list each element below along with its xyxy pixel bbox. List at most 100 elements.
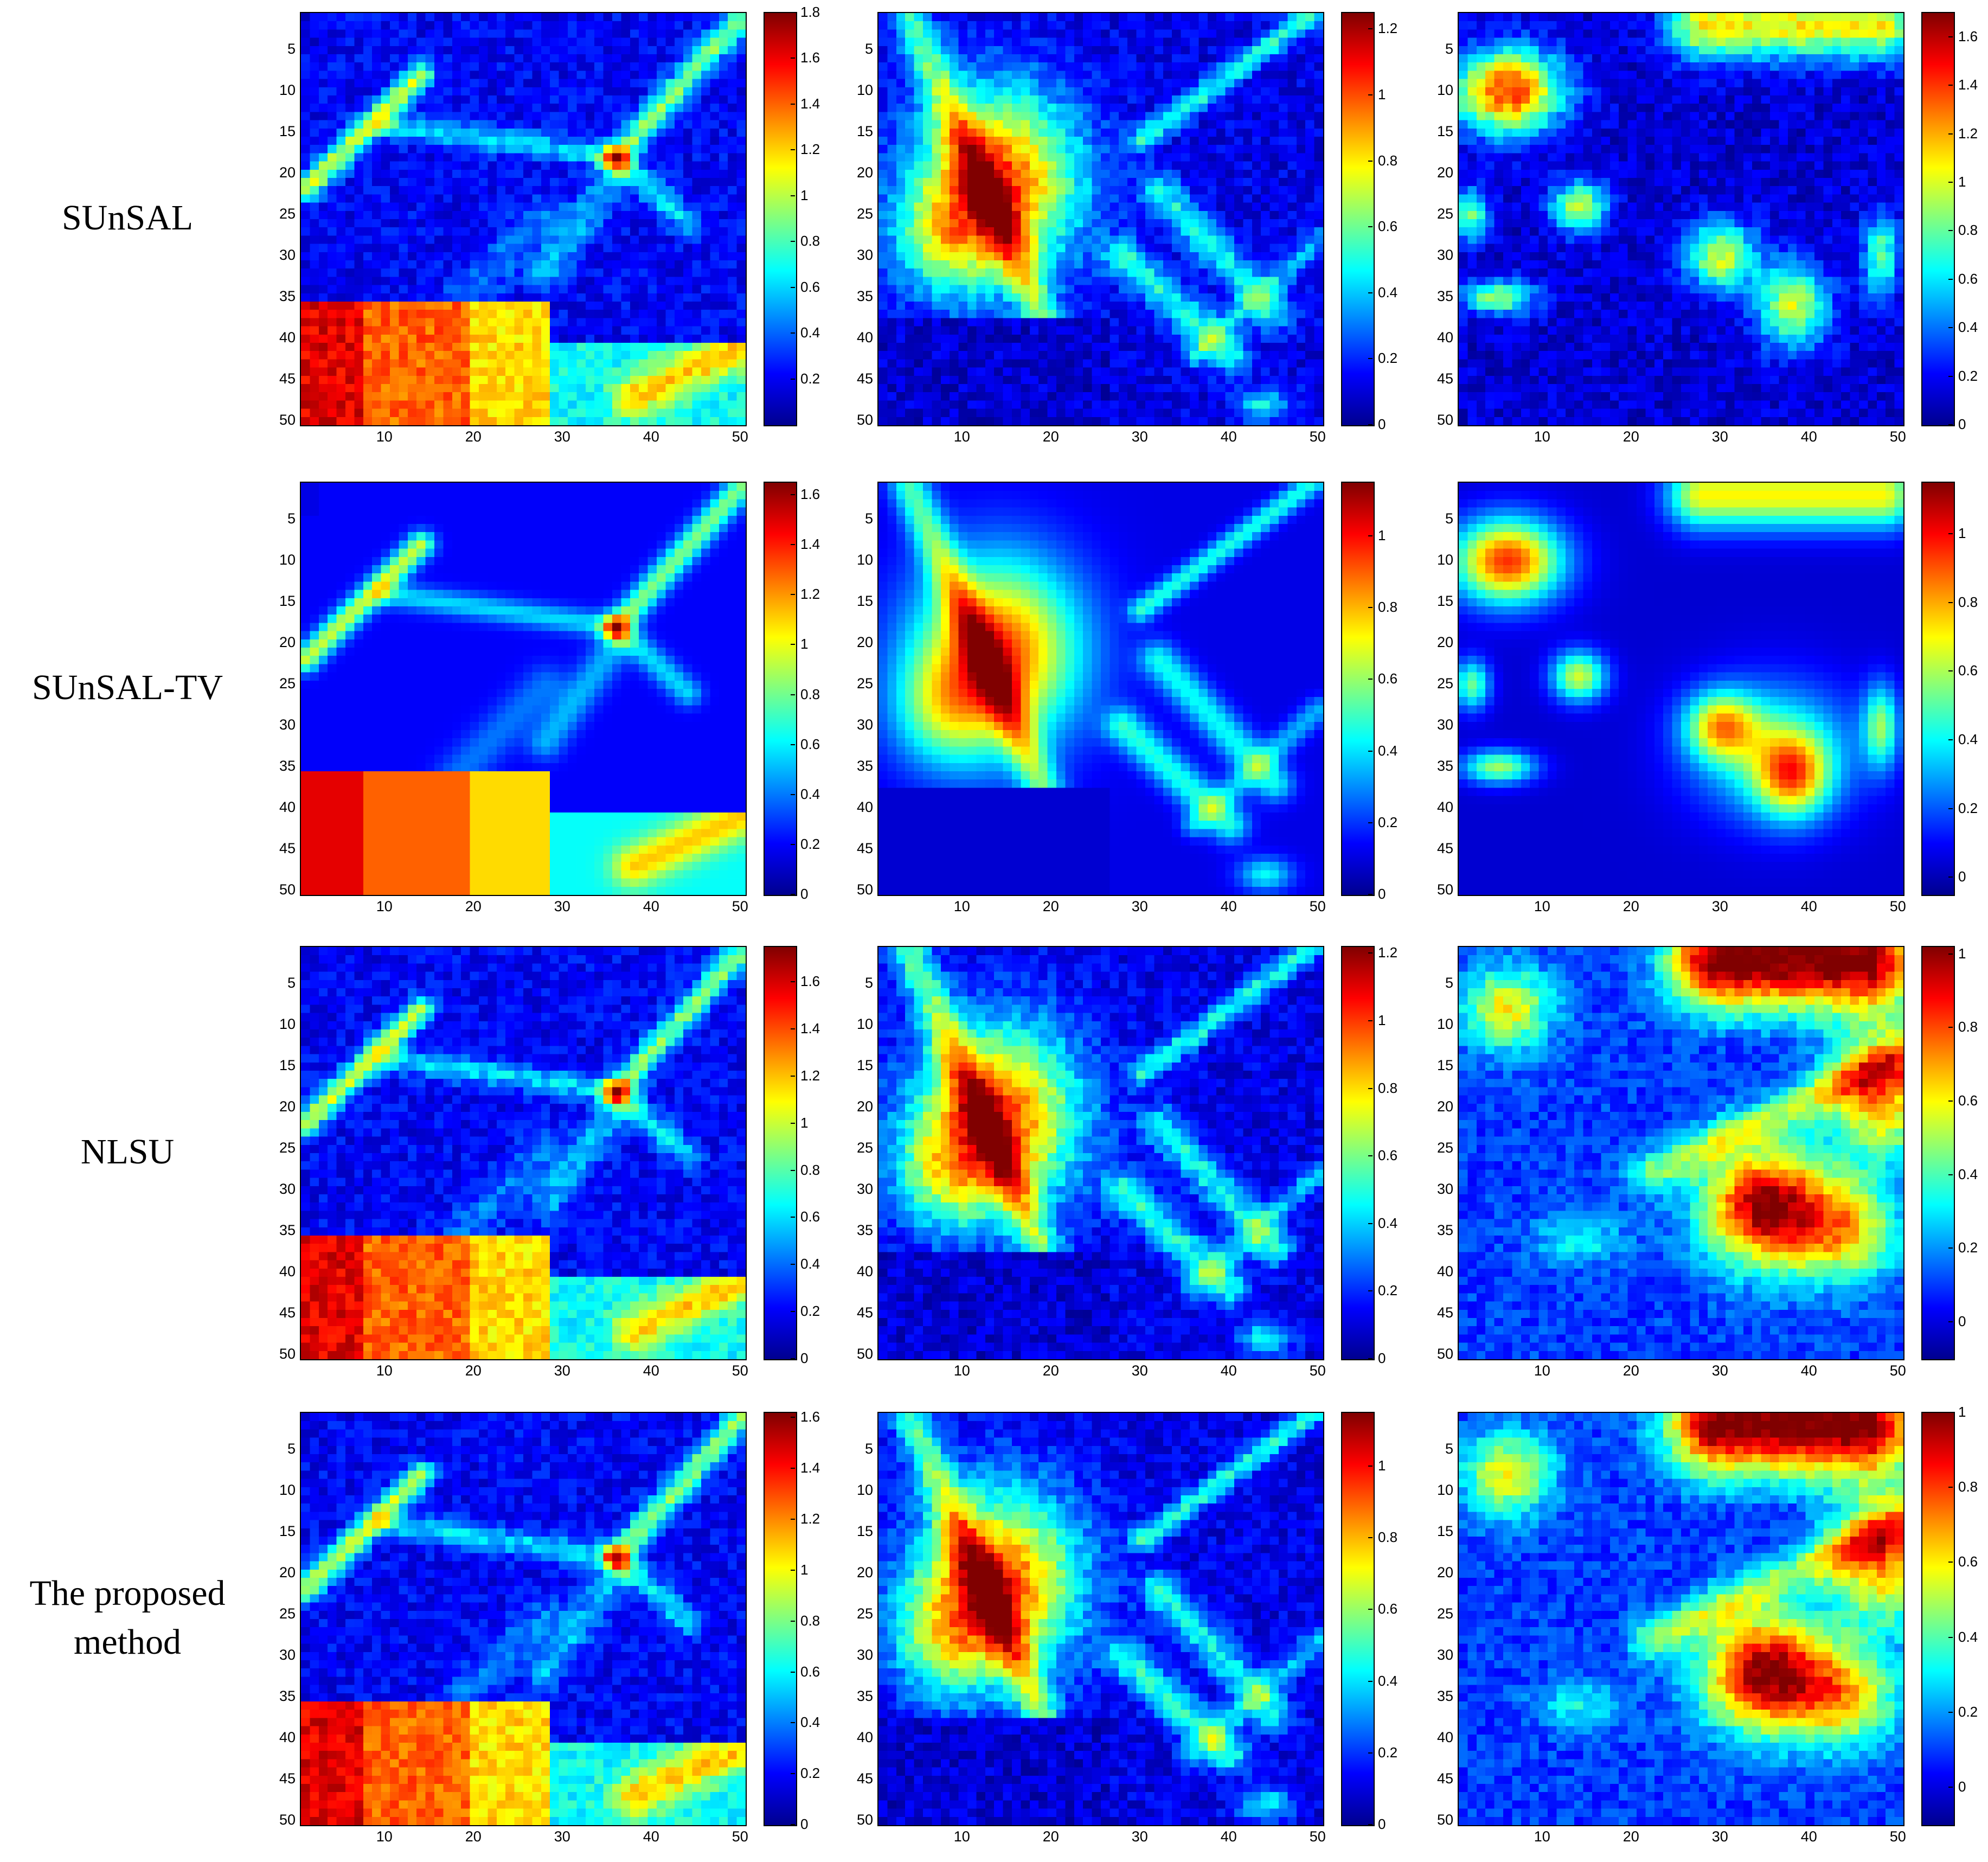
colorbar-tick-mark xyxy=(791,1358,795,1359)
y-tick-label: 5 xyxy=(1445,1441,1453,1457)
y-tick-label: 35 xyxy=(856,1688,873,1705)
y-tick-label: 35 xyxy=(856,1222,873,1239)
x-tick-label: 40 xyxy=(1800,1362,1817,1379)
colorbar-tick-mark xyxy=(1948,533,1953,534)
colorbar-tick-label: 0.6 xyxy=(1378,1601,1398,1617)
y-tick-label: 40 xyxy=(856,1263,873,1280)
y-tick-label: 35 xyxy=(1437,288,1453,305)
colorbar-tick-label: 0 xyxy=(1378,416,1386,432)
colorbar-tick-mark xyxy=(1368,822,1373,823)
x-tick-label: 40 xyxy=(1220,428,1237,445)
x-tick-label: 20 xyxy=(1623,1828,1639,1845)
heatmap-cells xyxy=(1459,947,1903,1359)
colorbar-tick-label: 0.2 xyxy=(1958,799,1978,816)
y-tick-label: 5 xyxy=(1445,41,1453,57)
y-tick-label: 50 xyxy=(279,881,296,898)
y-tick-label: 15 xyxy=(856,123,873,140)
colorbar-tick-label: 0.4 xyxy=(1958,731,1978,747)
x-tick-label: 40 xyxy=(643,1362,659,1379)
colorbar-tick-label: 1 xyxy=(1378,86,1386,103)
colorbar-tick-label: 0.2 xyxy=(800,835,820,852)
y-tick-label: 25 xyxy=(279,206,296,222)
y-tick-label: 25 xyxy=(856,1605,873,1622)
colorbar-tick-label: 0.2 xyxy=(1378,814,1398,830)
abundance-heatmap xyxy=(877,1412,1324,1826)
heatmap-cells xyxy=(301,1413,746,1825)
colorbar-tick-label: 0.8 xyxy=(1378,599,1398,616)
y-tick-label: 20 xyxy=(1437,1564,1453,1581)
y-tick-label: 30 xyxy=(279,1181,296,1198)
colorbar-tick-label: 1.6 xyxy=(1958,28,1978,44)
y-tick-label: 5 xyxy=(1445,510,1453,527)
colorbar-tick-label: 0.2 xyxy=(800,370,820,387)
colorbar-tick-mark xyxy=(1368,1824,1373,1825)
heatmap-cells xyxy=(301,483,746,895)
x-tick-label: 40 xyxy=(643,428,659,445)
y-tick-label: 15 xyxy=(856,1057,873,1074)
y-tick-label: 40 xyxy=(856,1729,873,1746)
y-tick-label: 50 xyxy=(856,412,873,428)
y-tick-label: 30 xyxy=(856,716,873,733)
colorbar xyxy=(1341,482,1375,896)
y-tick-label: 5 xyxy=(864,975,873,991)
colorbar-tick-mark xyxy=(1948,375,1953,377)
heatmap-cells xyxy=(1459,1413,1903,1825)
y-tick-label: 10 xyxy=(856,1482,873,1499)
colorbar-tick-mark xyxy=(791,1028,795,1029)
colorbar-tick-mark xyxy=(791,195,795,196)
colorbar-tick-mark xyxy=(1368,1680,1373,1682)
x-tick-label: 30 xyxy=(554,428,570,445)
y-tick-label: 45 xyxy=(856,840,873,857)
colorbar-tick-label: 0.8 xyxy=(800,686,820,702)
x-tick-label: 40 xyxy=(1800,428,1817,445)
y-tick-label: 5 xyxy=(864,41,873,57)
y-tick-label: 45 xyxy=(1437,840,1453,857)
colorbar-tick-label: 1.2 xyxy=(800,1511,820,1527)
heatmap-cells xyxy=(1459,13,1903,425)
colorbar-tick-label: 0.6 xyxy=(1958,1553,1978,1570)
x-tick-label: 50 xyxy=(1309,898,1326,914)
heatmap-cells xyxy=(878,1413,1323,1825)
colorbar-tick-mark xyxy=(1368,894,1373,895)
colorbar-tick-label: 0.4 xyxy=(1958,1628,1978,1645)
y-tick-label: 10 xyxy=(279,1016,296,1033)
colorbar-tick-mark xyxy=(791,286,795,288)
y-tick-label: 35 xyxy=(1437,1688,1453,1705)
colorbar-tick-label: 1.4 xyxy=(800,1020,820,1036)
colorbar-tick-mark xyxy=(791,332,795,334)
colorbar-tick-mark xyxy=(1368,226,1373,228)
colorbar-tick-label: 0.4 xyxy=(800,1714,820,1731)
colorbar-tick-label: 0 xyxy=(800,1350,809,1366)
colorbar-tick-mark xyxy=(791,594,795,596)
colorbar-tick-label: 0.6 xyxy=(1958,1092,1978,1109)
x-tick-label: 20 xyxy=(465,428,482,445)
colorbar xyxy=(1921,12,1955,426)
colorbar-tick-label: 0.4 xyxy=(1958,319,1978,336)
colorbar-tick-mark xyxy=(791,843,795,845)
colorbar-tick-label: 1.4 xyxy=(1958,76,1978,93)
heatmap-cells xyxy=(301,947,746,1359)
x-tick-label: 20 xyxy=(1042,1828,1059,1845)
colorbar-tick-mark xyxy=(1368,94,1373,95)
colorbar-tick-label: 0.8 xyxy=(800,233,820,249)
colorbar-tick-mark xyxy=(791,794,795,795)
x-tick-label: 30 xyxy=(1131,1828,1148,1845)
x-tick-label: 10 xyxy=(376,898,393,914)
colorbar-tick-mark xyxy=(791,57,795,59)
colorbar-tick-mark xyxy=(791,1264,795,1265)
colorbar-tick-label: 0.8 xyxy=(800,1612,820,1629)
y-tick-label: 45 xyxy=(856,1770,873,1787)
colorbar xyxy=(764,482,797,896)
colorbar-tick-mark xyxy=(791,1468,795,1469)
y-tick-label: 30 xyxy=(1437,716,1453,733)
y-tick-label: 30 xyxy=(279,247,296,264)
y-tick-label: 20 xyxy=(279,1098,296,1115)
colorbar-tick-mark xyxy=(791,981,795,983)
x-tick-label: 20 xyxy=(1623,428,1639,445)
y-tick-label: 40 xyxy=(1437,799,1453,816)
colorbar-tick-label: 0.2 xyxy=(1378,350,1398,367)
colorbar-tick-mark xyxy=(791,694,795,695)
y-tick-label: 15 xyxy=(1437,593,1453,610)
x-tick-label: 10 xyxy=(953,1362,970,1379)
colorbar-tick-mark xyxy=(1948,739,1953,740)
